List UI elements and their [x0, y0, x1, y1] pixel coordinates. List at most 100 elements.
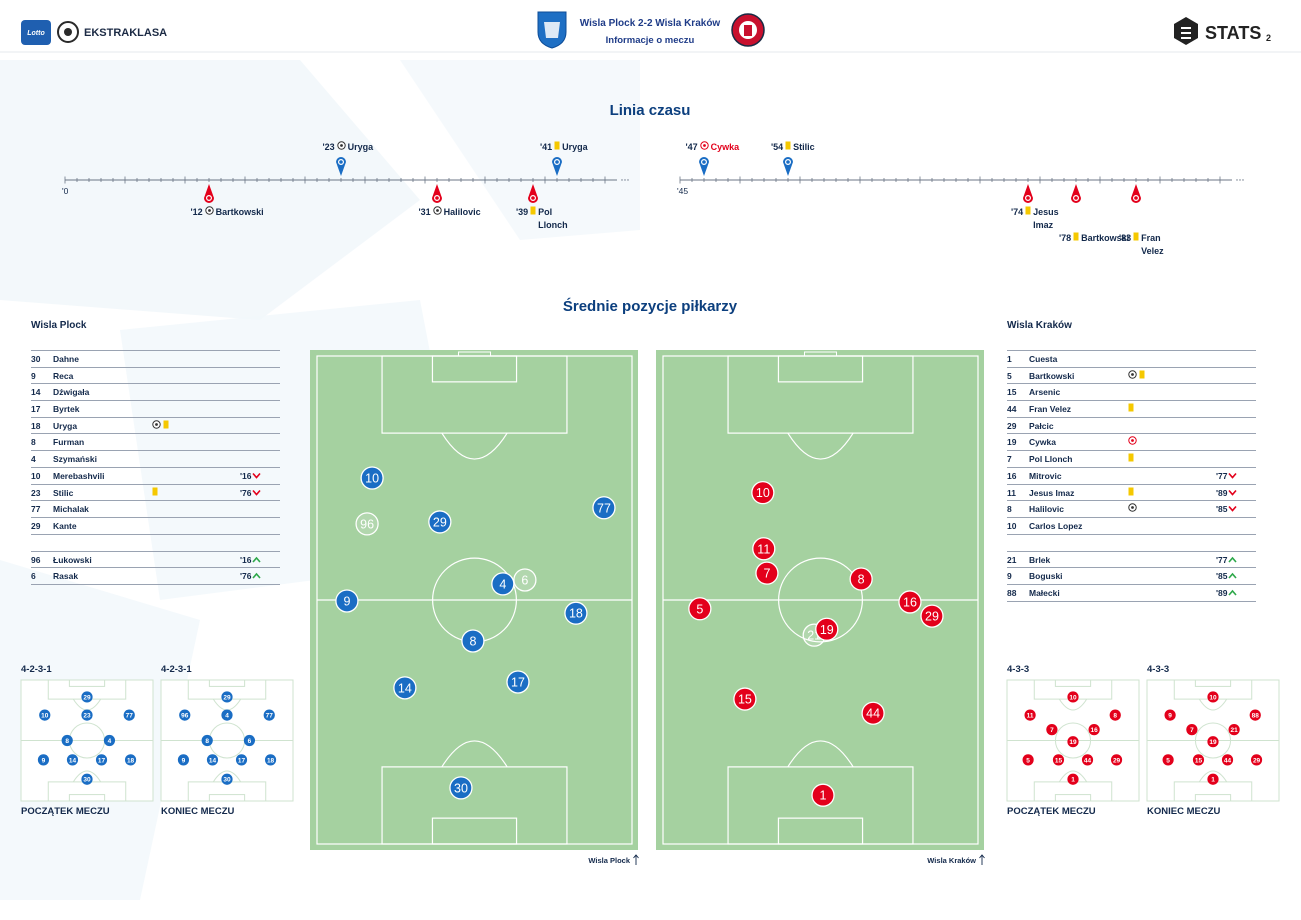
formation-player: 8: [201, 734, 213, 747]
lineup-table: Wisla Kraków 1 Cuesta 5 Bartkowski 15 Arsenic 4…: [1007, 320, 1256, 602]
yellow-icon: [152, 487, 158, 495]
pin-ring: [206, 195, 213, 202]
formation-number: 19: [1209, 739, 1217, 746]
lineup-gap: [31, 535, 280, 551]
event-player: Uryga: [562, 142, 588, 152]
formation-player: 1: [1207, 773, 1219, 785]
formation-player: 18: [264, 754, 277, 766]
yellow-icon: [530, 206, 536, 215]
event-minute: '78: [1059, 233, 1072, 243]
lineup-row: 21 Brlek '77: [1007, 550, 1256, 569]
player-marker: 5: [688, 597, 712, 621]
formation-dot: [123, 709, 135, 721]
formation-dot: [1110, 754, 1123, 766]
formation-player: 19: [1207, 736, 1219, 748]
pin-ring: [700, 159, 707, 166]
formation-number: 1: [1211, 777, 1215, 784]
lineup-row: 29 Kante: [31, 518, 280, 535]
formation-dot: [264, 754, 277, 766]
formation-dot: [1250, 754, 1263, 766]
goal: [804, 351, 837, 357]
formation-player: 10: [39, 709, 51, 721]
event-label: '83 Fran Velez: [1119, 232, 1164, 258]
formation-dot: [1052, 754, 1065, 766]
formation-dot: [103, 734, 116, 747]
sub-minute: '77: [1216, 470, 1228, 481]
goal-area: [68, 679, 106, 687]
event-label: '78 Bartkowski: [1059, 232, 1129, 245]
sub-arrow-icon: [1228, 472, 1237, 479]
formation-number: 14: [69, 757, 77, 764]
player-name: Byrtek: [53, 404, 80, 415]
shirt-number: 11: [1007, 487, 1016, 498]
page-number: 2: [1266, 33, 1271, 43]
formation-dot: [1207, 773, 1219, 785]
player-dot: [752, 537, 776, 561]
goal-icon: [204, 206, 214, 215]
goal-area: [208, 679, 246, 687]
player-name: Fran Velez: [1029, 404, 1072, 415]
event-icons: [1128, 453, 1134, 462]
player-name: Małecki: [1029, 587, 1060, 598]
formation-dot: [221, 709, 233, 721]
formation-player: 4: [103, 734, 116, 747]
player-dot: [564, 601, 588, 625]
sub-arrow-icon: [1228, 506, 1237, 512]
formation-number: 29: [83, 694, 91, 701]
player-dot: [733, 687, 757, 711]
shirt-number: 44: [1007, 404, 1017, 415]
formation-number: 88: [1252, 712, 1260, 719]
formation-number: 8: [65, 738, 69, 745]
lineup-row: 9 Boguski '85: [1007, 568, 1256, 585]
formation-player: 9: [177, 754, 190, 766]
yellow-card: [785, 141, 791, 150]
sub-minute: '77: [1216, 554, 1228, 565]
player-marker: 8: [461, 629, 485, 653]
lineup-row: 17 Byrtek: [31, 401, 280, 418]
player-name: Arsenic: [1029, 387, 1061, 398]
formation-player: 19: [1067, 736, 1079, 748]
formation-number: 10: [1209, 694, 1217, 701]
formation-dot: [1207, 736, 1219, 748]
event-label: '54 Stilic: [771, 141, 815, 154]
player-marker: 1: [811, 783, 835, 807]
lineup-row: 16 Mitrovic '77: [1007, 468, 1256, 485]
formation-number: 5: [1166, 757, 1170, 764]
sub-arrow: [1228, 471, 1237, 481]
formation-dot: [1046, 724, 1058, 736]
formation-shape: 4-3-3: [1147, 664, 1169, 675]
yellow-card: [1128, 403, 1134, 412]
brand-name: STATS: [1205, 23, 1261, 43]
event-player: Cywka: [710, 142, 740, 152]
player-marker: 19: [815, 617, 839, 641]
formation-player: 18: [124, 754, 137, 766]
shirt-number: 17: [31, 404, 41, 415]
formation-dot: [95, 754, 108, 766]
formation-player: 30: [81, 773, 93, 785]
player-name: Bartkowski: [1029, 370, 1075, 381]
league-name: EKSTRAKLASA: [84, 27, 167, 39]
shirt-number: 15: [1007, 387, 1017, 398]
player-number: 29: [433, 515, 447, 529]
player-number: 44: [866, 707, 880, 721]
formation-player: 7: [1186, 724, 1198, 736]
sub-arrow: [1228, 488, 1237, 498]
event-pin: [432, 184, 442, 203]
formation-dot: [37, 754, 50, 766]
player-marker: 77: [592, 496, 616, 520]
formation-dot: [1221, 754, 1234, 766]
match-title: Wisla Plock 2-2 Wisla Kraków: [580, 18, 721, 29]
formation-dot: [177, 754, 190, 766]
player-number: 30: [454, 781, 468, 795]
event-icons: [1128, 487, 1134, 496]
pin-ring: [553, 159, 560, 166]
penalty-arc: [1198, 770, 1228, 783]
positions-title: Średnie pozycje piłkarzy: [563, 297, 738, 315]
event-icons: [152, 487, 158, 496]
sub-arrow-icon: [252, 472, 261, 479]
lineup-row: 18 Uryga: [31, 418, 280, 435]
pitch-caption: Wisla Kraków: [927, 856, 976, 865]
formation-number: 7: [1190, 727, 1194, 734]
shirt-number: 9: [31, 370, 36, 381]
player-marker: 8: [849, 567, 873, 591]
